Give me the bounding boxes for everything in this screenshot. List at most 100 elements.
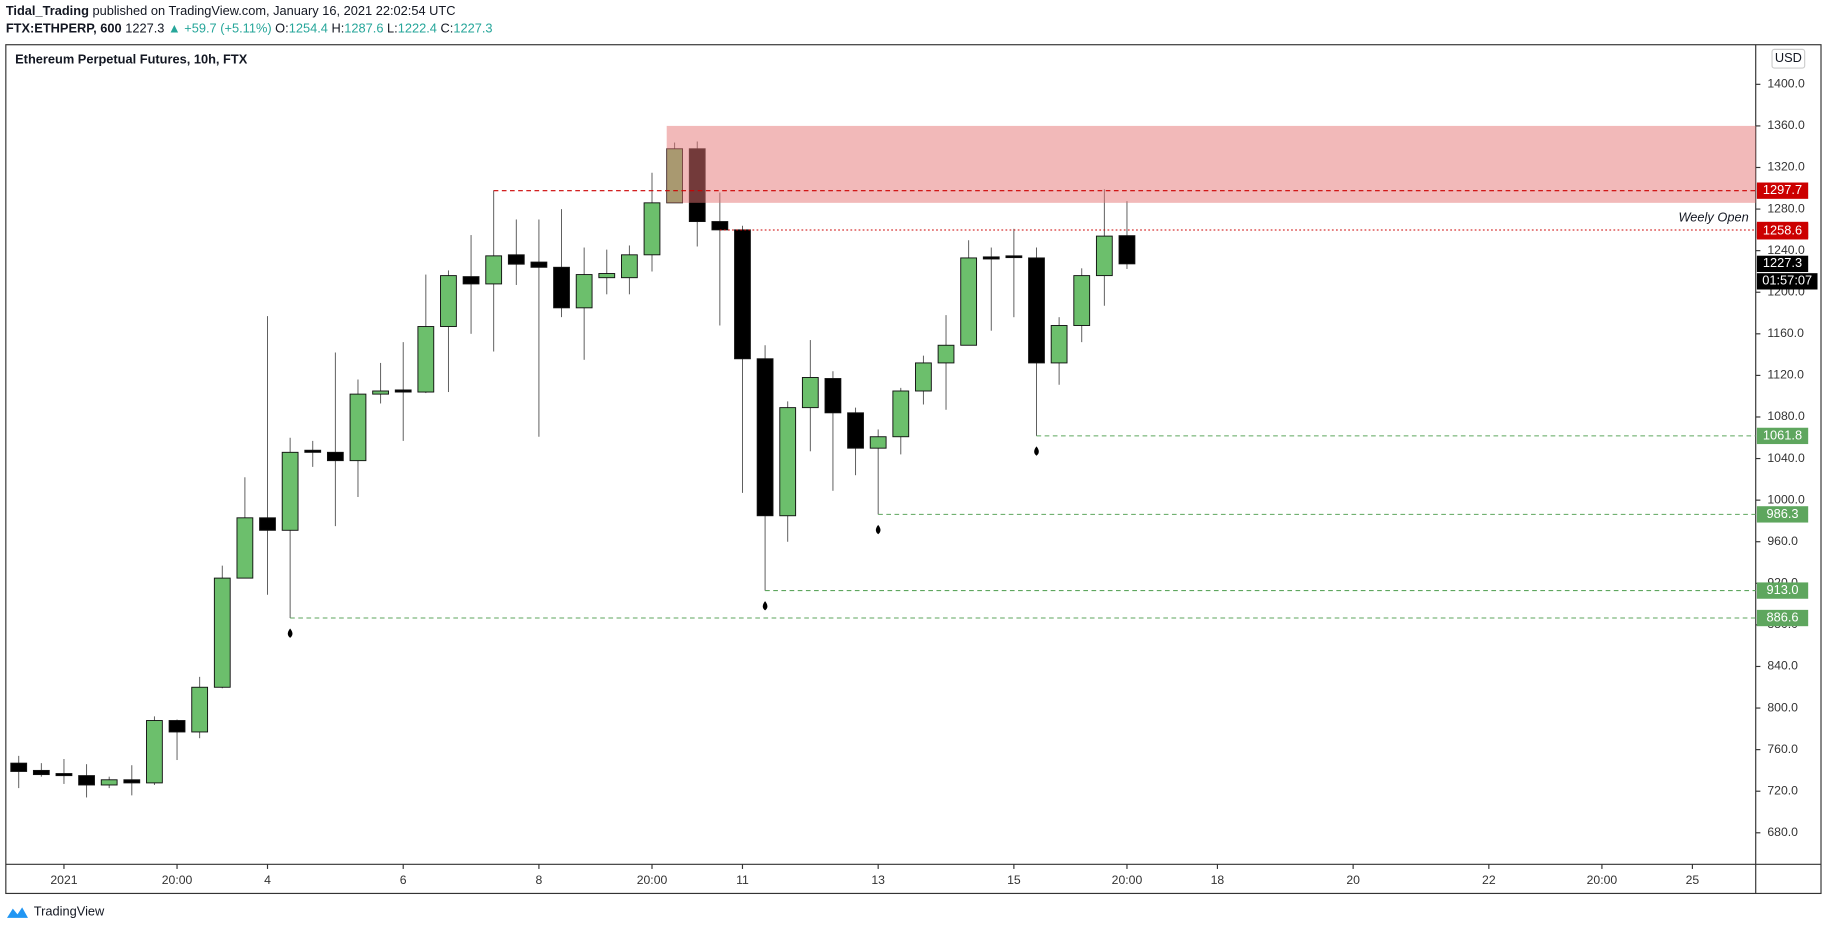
candle-body: [915, 362, 932, 392]
candle-body: [960, 257, 978, 346]
candle-body: [326, 451, 344, 462]
price-label: 986.3: [1766, 506, 1798, 521]
candle-body: [869, 436, 887, 449]
price-label: 1297.7: [1763, 182, 1802, 197]
y-tick-label: 1000.0: [1767, 492, 1805, 506]
price-label-box: [1756, 506, 1809, 523]
x-tick-label: 20:00: [1112, 873, 1143, 887]
candle-body: [304, 449, 322, 453]
x-tick-label: 22: [1482, 873, 1496, 887]
c-value: 1227.3: [453, 21, 492, 36]
candle-body: [847, 412, 864, 449]
supply-zone: [666, 125, 1756, 203]
candle-body: [779, 407, 797, 517]
x-tick-label: 20:00: [1587, 873, 1618, 887]
candle-body: [462, 276, 480, 285]
candle-body: [146, 720, 163, 784]
candle-body: [259, 517, 276, 531]
candle-body: [123, 779, 141, 784]
countdown: 01:57:07: [1762, 273, 1812, 288]
candle-body: [55, 773, 73, 777]
candle-body: [643, 202, 661, 256]
h-label: H:: [331, 21, 344, 36]
chart-title: Ethereum Perpetual Futures, 10h, FTX: [15, 51, 248, 66]
x-tick-label: 15: [1007, 873, 1021, 887]
currency[interactable]: USD: [1775, 50, 1802, 65]
candle-body: [485, 255, 503, 285]
footer-brand: TradingView: [34, 903, 105, 918]
y-tick-label: 760.0: [1767, 742, 1798, 756]
symbol-line: FTX:ETHPERP, 600 1227.3 ▲ +59.7 (+5.11%)…: [6, 21, 493, 36]
frame: [5, 44, 1822, 895]
candle-body: [168, 720, 186, 733]
y-tick-label: 1360.0: [1767, 118, 1805, 132]
liquidity-drop: [762, 601, 768, 611]
candle-body: [191, 686, 209, 733]
y-tick-label: 1160.0: [1767, 326, 1804, 340]
candle-body: [1118, 235, 1136, 265]
change: ▲ +59.7 (+5.11%): [168, 21, 272, 36]
candle-body: [892, 390, 910, 438]
y-tick-label: 1040.0: [1767, 451, 1805, 465]
price-label-box: [1756, 582, 1809, 599]
candle-body: [711, 221, 729, 231]
candle-body: [32, 769, 50, 776]
header-line: Tidal_Trading published on TradingView.c…: [6, 3, 456, 18]
candle-body: [372, 390, 389, 395]
candle-body: [281, 451, 299, 531]
x-tick-label: 6: [400, 873, 407, 887]
currency-button[interactable]: [1771, 48, 1806, 69]
h-value: 1287.6: [344, 21, 383, 36]
author: Tidal_Trading: [6, 3, 89, 18]
candle-body: [236, 517, 254, 579]
candle-body: [1005, 255, 1023, 259]
x-tick-label: 20:00: [162, 873, 193, 887]
price-label: 1061.8: [1763, 427, 1802, 442]
candle-body: [1073, 275, 1091, 326]
y-tick-label: 1120.0: [1767, 368, 1804, 382]
l-label: L:: [387, 21, 398, 36]
price-label: 1258.6: [1763, 223, 1802, 238]
level-note: Weely Open: [1678, 210, 1748, 225]
candle-body: [349, 393, 367, 462]
y-tick-label: 1080.0: [1767, 409, 1805, 423]
candle-body: [621, 254, 638, 279]
price-label-box: [1756, 182, 1809, 199]
x-tick-label: 4: [264, 873, 271, 887]
x-tick-label: 18: [1211, 873, 1225, 887]
c-label: C:: [441, 21, 454, 36]
candle-body: [394, 389, 412, 393]
l-value: 1222.4: [398, 21, 437, 36]
price-label: 913.0: [1766, 582, 1798, 597]
y-tick-label: 720.0: [1767, 783, 1798, 797]
candle-body: [1028, 257, 1045, 364]
candle-body: [100, 779, 118, 786]
y-tick-label: 840.0: [1767, 659, 1798, 673]
y-tick-label: 1400.0: [1767, 77, 1805, 91]
price-label-box: [1756, 609, 1809, 627]
liquidity-drop: [875, 524, 881, 535]
candle-body: [507, 254, 525, 265]
x-tick-label: 2021: [50, 873, 77, 887]
candle-body: [1095, 235, 1113, 277]
x-tick-label: 8: [536, 873, 543, 887]
candle-body: [801, 377, 819, 409]
y-tick-label: 1280.0: [1767, 201, 1805, 215]
x-tick-label: 11: [736, 873, 749, 887]
y-tick-label: 1320.0: [1767, 160, 1805, 174]
o-label: O:: [275, 21, 289, 36]
candle-body: [10, 762, 28, 772]
last-price-label: 1227.3: [1763, 255, 1802, 270]
candle-body: [734, 229, 751, 360]
countdown-box: [1756, 273, 1818, 290]
x-tick-label: 20: [1346, 873, 1360, 887]
candle-body: [575, 274, 593, 309]
o-value: 1254.4: [289, 21, 328, 36]
price-label: 886.6: [1766, 609, 1798, 624]
candle-body: [417, 326, 435, 393]
candle-body: [982, 256, 1000, 260]
published: published on TradingView.com, January 16…: [92, 3, 455, 18]
y-tick-label: 960.0: [1767, 534, 1798, 548]
